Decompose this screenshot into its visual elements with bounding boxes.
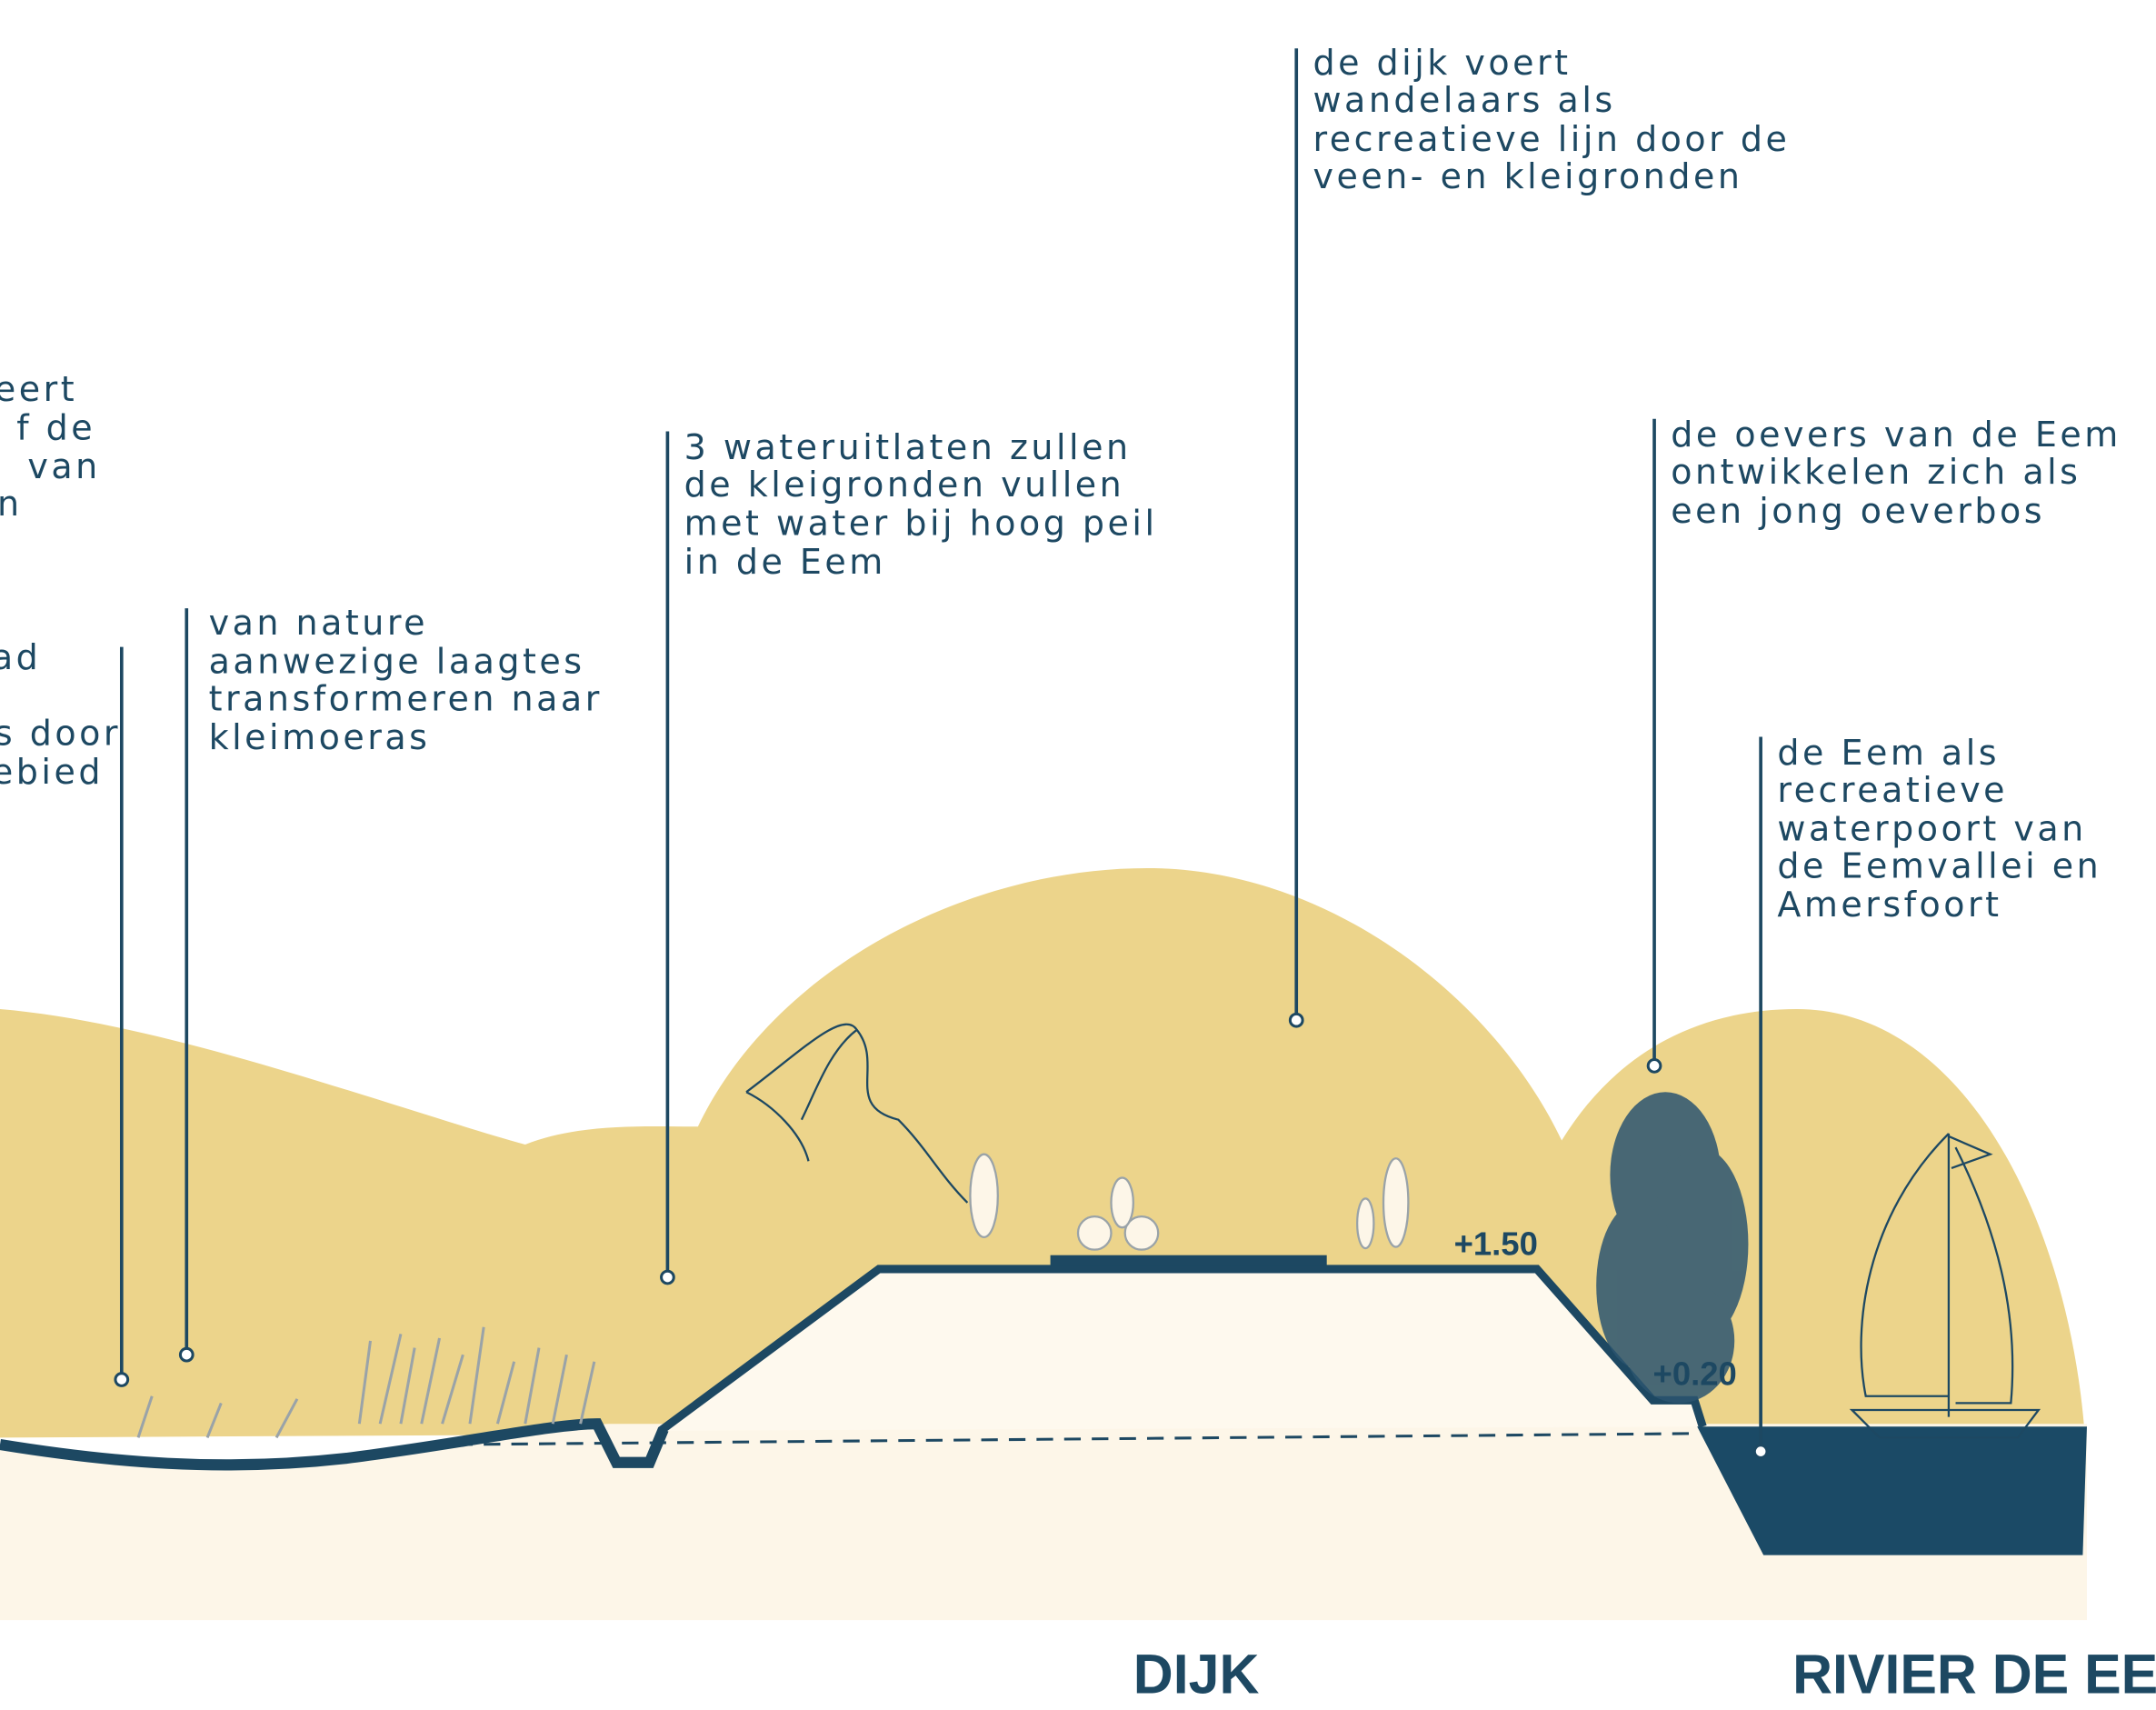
annotation-line: de dijk voert <box>1313 43 1571 83</box>
cycle-path <box>1050 1255 1327 1266</box>
level-label: +1.50 <box>1454 1225 1538 1263</box>
section-label: DIJK <box>1133 1644 1260 1705</box>
sailboat <box>1849 1133 2041 1439</box>
annotation-line: transformeren naar <box>209 679 603 719</box>
dike <box>658 1265 1707 1435</box>
leader-lines <box>114 48 1769 1459</box>
level-label: +0.20 <box>1653 1355 1737 1393</box>
annotation-line: een jong oeverbos <box>1671 491 2045 531</box>
annotation: de Eem als recreatieve waterpoort van de… <box>1777 733 2115 925</box>
annotation-line: de oevers van de Eem <box>1671 415 2121 455</box>
ground <box>0 1424 2087 1621</box>
ground-line <box>0 1418 669 1471</box>
annotation: 3 wateruitlaten zullen de kleigronden vu… <box>684 427 1172 582</box>
annotation-line: recreatieve lijn door de <box>1313 119 1790 159</box>
annotation: de oevers van de Eem ontwikkelen zich al… <box>1671 415 2135 531</box>
annotation-line: s door <box>0 714 121 754</box>
river-water <box>1697 1426 2087 1555</box>
annotation-line: f de <box>16 408 95 448</box>
annotation-line: n <box>0 484 23 524</box>
annotation-line: de Eem als <box>1777 733 2000 773</box>
annotation-line: waterpoort van <box>1777 809 2086 849</box>
kite <box>745 1023 969 1204</box>
annotation-line: de kleigronden vullen <box>684 465 1125 505</box>
tree <box>1596 1092 1749 1404</box>
annotation-line: kleimoeras <box>209 717 431 757</box>
annotation: ad s door ebied <box>0 637 135 792</box>
annotation-line: recreatieve <box>1777 770 2008 810</box>
annotation-line: ad <box>0 637 41 677</box>
annotation-line: ontwikkelen zich als <box>1671 452 2081 492</box>
annotation-line: van nature <box>209 603 428 643</box>
annotation-line: veen- en kleigronden <box>1313 156 1742 196</box>
water-level <box>455 1432 1698 1446</box>
annotation-line: 3 wateruitlaten zullen <box>684 427 1132 467</box>
annotation-line: eert <box>0 369 77 409</box>
annotation-line: Amersfoort <box>1777 885 2001 925</box>
annotation: de dijk voert wandelaars als recreatieve… <box>1313 43 1803 196</box>
figures <box>969 1153 1410 1251</box>
annotation-line: met water bij hoog peil <box>684 504 1158 544</box>
annotation: eert f de van n <box>0 369 115 524</box>
annotation-line: ebied <box>0 752 104 792</box>
section-label: RIVIER DE EEM <box>1792 1644 2156 1705</box>
annotation-line: aanwezige laagtes <box>209 642 585 682</box>
annotation-line: in de Eem <box>684 542 886 582</box>
annotation: van nature aanwezige laagtes transformer… <box>209 603 617 757</box>
annotation-line: de Eemvallei en <box>1777 846 2101 886</box>
annotation-line: van <box>27 446 100 486</box>
reeds <box>136 1326 596 1439</box>
annotation-line: wandelaars als <box>1313 80 1615 120</box>
